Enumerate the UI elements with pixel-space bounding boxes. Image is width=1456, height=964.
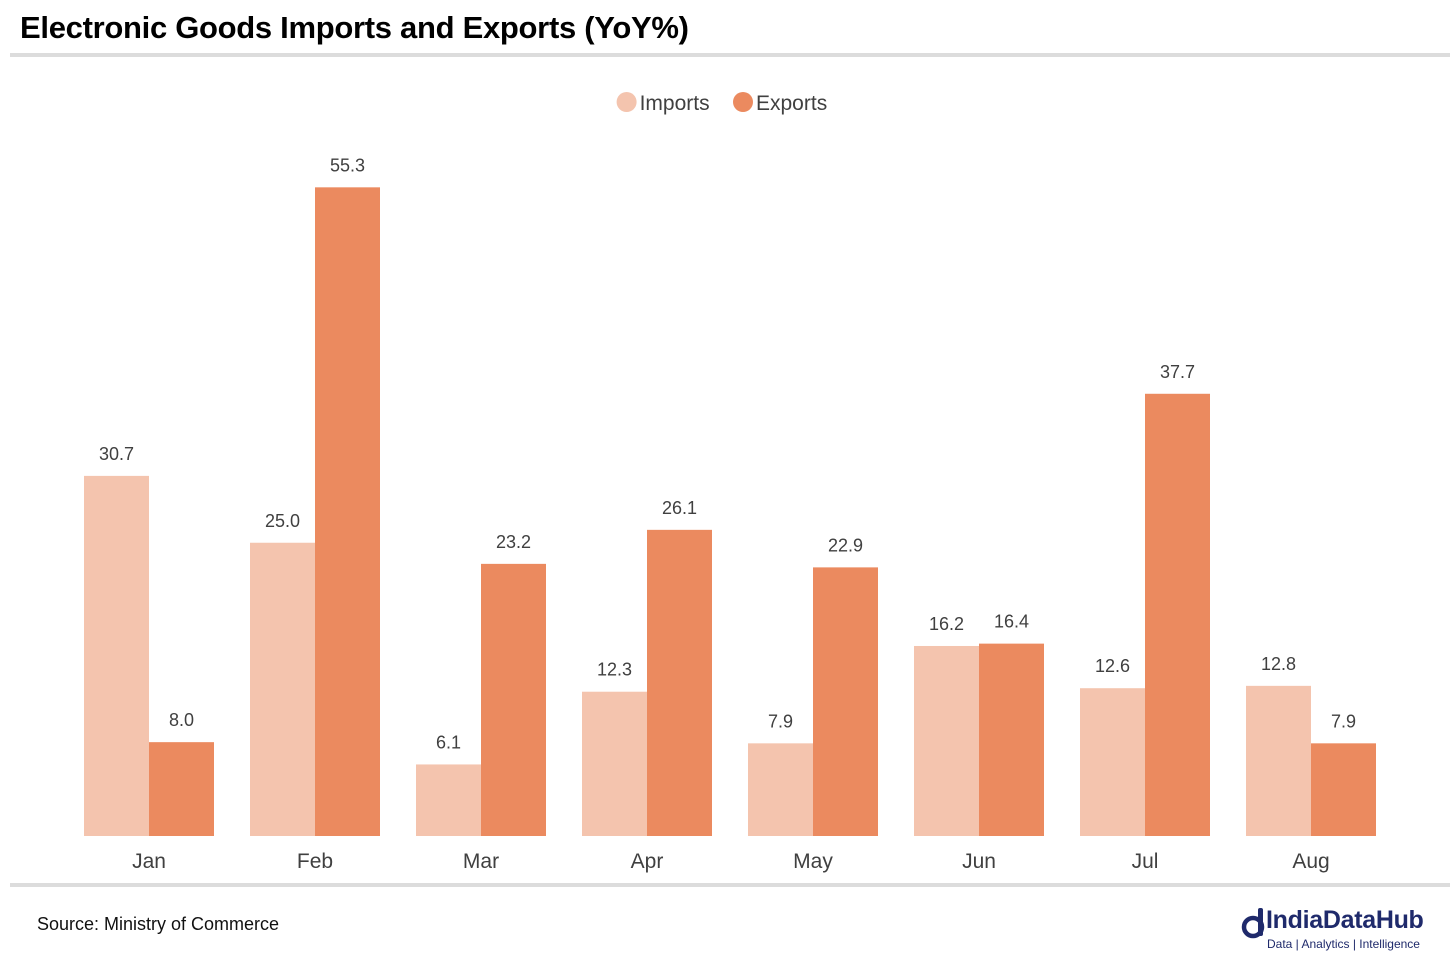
brand-tagline: Data | Analytics | Intelligence (1267, 937, 1420, 951)
exports-value-label-jul: 37.7 (1160, 362, 1195, 382)
exports-value-label-jun: 16.4 (994, 612, 1029, 632)
imports-bar-feb (250, 542, 315, 836)
brand-logo-icon (1241, 908, 1265, 939)
exports-value-label-jan: 8.0 (169, 710, 194, 730)
exports-bar-jan (149, 742, 214, 836)
imports-value-label-apr: 12.3 (597, 660, 632, 680)
data-label-group: 30.7 8.0 25.0 55.3 6.1 23.2 12.3 26.1 7.9 22.9 16.… (99, 155, 1356, 752)
header-divider (10, 53, 1450, 57)
exports-value-label-aug: 7.9 (1331, 711, 1356, 731)
imports-bar-aug (1246, 685, 1311, 836)
bar-group (84, 187, 1376, 836)
imports-bar-may (748, 743, 813, 836)
imports-value-label-mar: 6.1 (436, 732, 461, 752)
imports-value-label-feb: 25.0 (265, 511, 300, 531)
x-tick-label-apr: Apr (631, 850, 664, 873)
legend-marker-exports (733, 92, 753, 112)
exports-value-label-mar: 23.2 (496, 532, 531, 552)
exports-bar-aug (1311, 743, 1376, 836)
x-tick-label-jul: Jul (1132, 850, 1159, 873)
brand-name: IndiaDataHub (1266, 906, 1424, 934)
x-tick-label-jan: Jan (132, 850, 166, 873)
exports-bar-apr (647, 529, 712, 836)
imports-value-label-jun: 16.2 (929, 614, 964, 634)
x-tick-label-mar: Mar (463, 850, 499, 873)
bar-chart: Imports Exports 30.7 8.0 25.0 55.3 6.1 23.2 12.… (84, 92, 1376, 873)
imports-bar-jul (1080, 688, 1145, 836)
exports-bar-jul (1145, 393, 1210, 836)
legend-label-exports: Exports (756, 92, 827, 115)
chart-title: Electronic Goods Imports and Exports (Yo… (20, 10, 689, 45)
exports-value-label-feb: 55.3 (330, 155, 365, 175)
legend-marker-imports (616, 92, 637, 112)
chart-legend: Imports Exports (616, 92, 827, 115)
imports-value-label-jan: 30.7 (99, 444, 134, 464)
exports-value-label-apr: 26.1 (662, 498, 697, 518)
imports-bar-jan (84, 475, 149, 836)
imports-bar-jun (914, 645, 979, 836)
source-note: Source: Ministry of Commerce (37, 914, 280, 934)
exports-bar-may (813, 567, 878, 836)
exports-bar-jun (979, 643, 1044, 836)
legend-label-imports: Imports (640, 92, 710, 115)
x-tick-label-jun: Jun (962, 850, 996, 873)
x-tick-label-aug: Aug (1292, 850, 1329, 873)
footer-divider (10, 883, 1450, 887)
exports-bar-feb (315, 187, 380, 836)
x-tick-label-may: May (793, 850, 833, 873)
brand-logo: IndiaDataHub Data | Analytics | Intellig… (1228, 904, 1448, 956)
x-tick-label-feb: Feb (297, 850, 333, 873)
imports-value-label-aug: 12.8 (1261, 654, 1296, 674)
imports-bar-mar (416, 764, 481, 836)
exports-bar-mar (481, 563, 546, 836)
imports-value-label-may: 7.9 (768, 711, 793, 731)
imports-value-label-jul: 12.6 (1095, 656, 1130, 676)
imports-bar-apr (582, 691, 647, 836)
x-axis-ticks: Jan Feb Mar Apr May Jun Jul Aug (132, 850, 1330, 873)
exports-value-label-may: 22.9 (828, 535, 863, 555)
